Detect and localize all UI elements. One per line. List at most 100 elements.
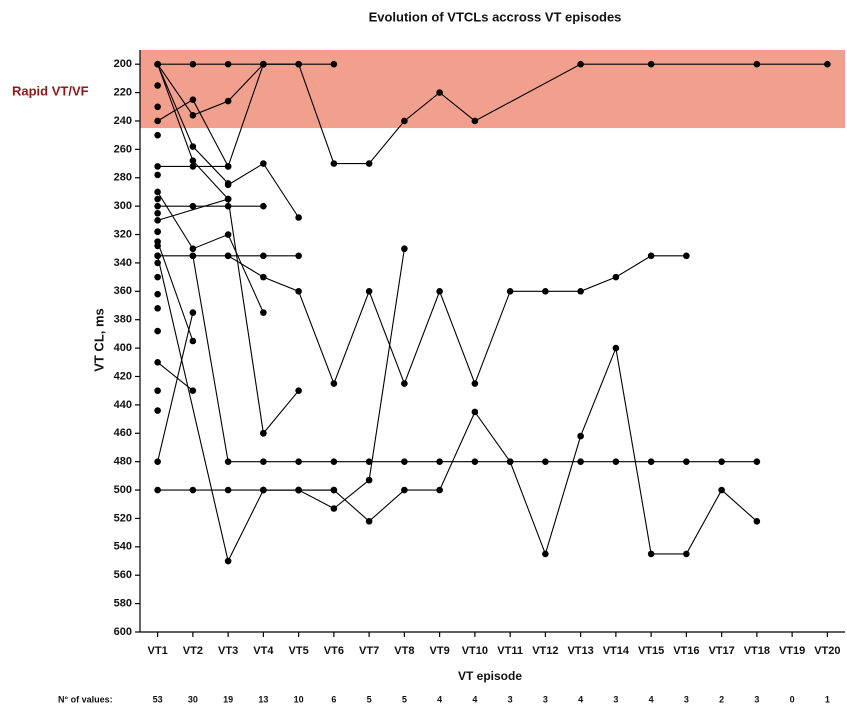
point <box>154 458 161 465</box>
point <box>401 245 408 253</box>
point <box>365 160 373 167</box>
point <box>295 214 302 221</box>
point <box>753 517 761 525</box>
y-tick-label: 400 <box>114 342 132 354</box>
point <box>647 60 655 68</box>
point <box>260 309 267 316</box>
point <box>189 202 197 210</box>
point <box>154 407 161 414</box>
point <box>330 380 338 387</box>
n-value: 6 <box>331 694 336 704</box>
point <box>260 60 267 68</box>
point <box>295 458 302 465</box>
point <box>365 458 373 465</box>
point <box>330 160 338 167</box>
point <box>189 252 197 260</box>
x-tick-label: VT2 <box>183 645 203 657</box>
n-value: 5 <box>402 694 407 704</box>
series-line <box>157 241 194 342</box>
point <box>260 252 267 260</box>
n-value: 1 <box>825 694 830 704</box>
point <box>189 163 197 170</box>
y-tick-label: 220 <box>114 86 132 98</box>
point <box>154 259 161 267</box>
n-value: 3 <box>754 694 759 704</box>
point <box>401 380 408 387</box>
point <box>189 143 197 150</box>
x-tick-label: VT3 <box>218 645 238 657</box>
point <box>577 288 584 295</box>
point <box>154 217 161 224</box>
x-tick-label: VT1 <box>148 645 168 657</box>
y-tick-label: 280 <box>114 172 132 184</box>
x-tick-label: VT15 <box>638 645 664 657</box>
point <box>330 505 338 512</box>
x-tick-label: VT4 <box>253 645 274 657</box>
y-tick-label: 440 <box>114 399 132 411</box>
x-tick-label: VT5 <box>289 645 309 657</box>
point <box>224 97 232 105</box>
point <box>189 309 197 316</box>
y-tick-label: 600 <box>114 626 132 638</box>
x-tick-label: VT9 <box>430 645 450 657</box>
point <box>577 458 584 465</box>
y-tick-label: 500 <box>114 484 132 496</box>
point <box>224 202 232 210</box>
point <box>189 245 197 253</box>
n-value: 4 <box>437 694 442 704</box>
n-value: 2 <box>719 694 724 704</box>
point <box>401 458 408 465</box>
n-value: 3 <box>543 694 548 704</box>
point <box>154 327 161 335</box>
x-tick-label: VT11 <box>497 645 523 657</box>
point <box>260 486 267 494</box>
y-tick-label: 320 <box>114 228 132 240</box>
point <box>365 476 373 484</box>
point <box>683 458 690 465</box>
point <box>154 163 161 170</box>
point <box>471 458 479 465</box>
series-line <box>157 63 264 116</box>
point <box>260 202 267 210</box>
point <box>683 550 690 558</box>
point <box>154 82 161 89</box>
point <box>224 252 232 260</box>
series-line <box>227 255 687 386</box>
point <box>295 252 302 260</box>
point <box>436 458 443 465</box>
point <box>471 380 479 387</box>
point <box>224 181 232 189</box>
point <box>753 60 761 68</box>
point <box>224 458 232 465</box>
point <box>330 458 338 465</box>
point <box>436 486 443 494</box>
point <box>154 171 161 179</box>
series-line <box>157 312 194 462</box>
n-value: 13 <box>258 694 268 704</box>
x-tick-label: VT12 <box>532 645 558 657</box>
point <box>224 60 232 68</box>
point <box>260 429 267 437</box>
point <box>154 228 161 235</box>
x-tick-label: VT19 <box>779 645 805 657</box>
point <box>224 557 232 565</box>
y-tick-label: 560 <box>114 569 132 581</box>
y-tick-label: 300 <box>114 200 132 212</box>
point <box>542 550 549 558</box>
point <box>260 273 267 281</box>
series-line <box>157 64 264 168</box>
x-axis-label: VT episode <box>458 669 522 683</box>
point <box>154 131 161 139</box>
rapid-band <box>140 50 845 129</box>
y-tick-label: 200 <box>114 58 132 70</box>
point <box>154 305 161 312</box>
band-label: Rapid VT/VF <box>12 83 89 98</box>
point <box>154 486 161 494</box>
point <box>154 290 161 298</box>
point <box>365 288 373 295</box>
y-tick-label: 580 <box>114 598 132 610</box>
point <box>224 231 232 238</box>
x-tick-label: VT18 <box>744 645 770 657</box>
point <box>154 202 161 210</box>
